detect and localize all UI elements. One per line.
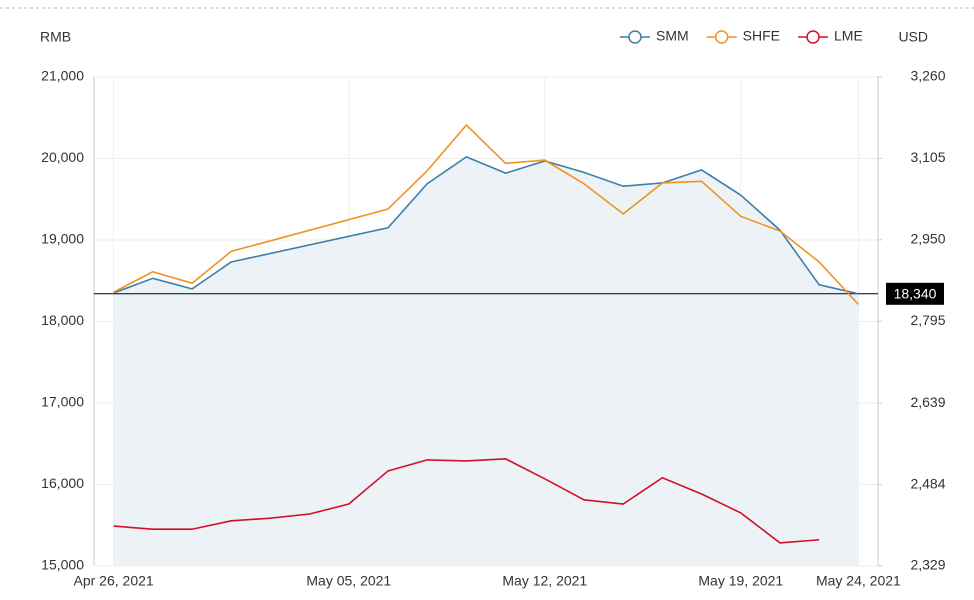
y2-tick-label: 2,950 xyxy=(910,231,945,247)
x-tick-label: May 19, 2021 xyxy=(698,573,783,589)
current-value-label: 18,340 xyxy=(894,285,937,301)
y2-tick-label: 2,639 xyxy=(910,394,945,410)
y-axis-label: RMB xyxy=(40,29,71,45)
y2-tick-label: 2,484 xyxy=(910,475,945,491)
legend-marker xyxy=(806,30,820,44)
x-tick-label: Apr 26, 2021 xyxy=(74,573,154,589)
x-tick-label: May 24, 2021 xyxy=(816,573,901,589)
x-tick-label: May 05, 2021 xyxy=(306,573,391,589)
legend-marker xyxy=(628,30,642,44)
legend-marker xyxy=(714,30,729,44)
y-tick-label: 20,000 xyxy=(41,149,84,165)
area xyxy=(113,156,859,566)
y2-tick-label: 2,329 xyxy=(910,557,945,573)
y-tick-label: 17,000 xyxy=(41,394,84,410)
y-tick-label: 16,000 xyxy=(41,475,84,491)
series-line xyxy=(113,458,820,544)
legend-label: LME xyxy=(834,28,863,44)
y-tick-label: 15,000 xyxy=(41,557,84,573)
legend-label: SMM xyxy=(656,28,689,44)
y-tick-label: 21,000 xyxy=(41,68,84,84)
y2-axis-label: USD xyxy=(898,29,928,45)
y2-tick-label: 3,260 xyxy=(910,68,945,84)
current-value-box xyxy=(886,282,944,305)
legend-label: SHFE xyxy=(743,28,780,44)
y2-tick-label: 3,105 xyxy=(910,149,945,165)
x-tick-label: May 12, 2021 xyxy=(502,573,587,589)
y-tick-label: 19,000 xyxy=(41,231,84,247)
y2-tick-label: 2,795 xyxy=(910,312,945,328)
series-line xyxy=(113,123,859,305)
y-tick-label: 18,000 xyxy=(41,312,84,328)
